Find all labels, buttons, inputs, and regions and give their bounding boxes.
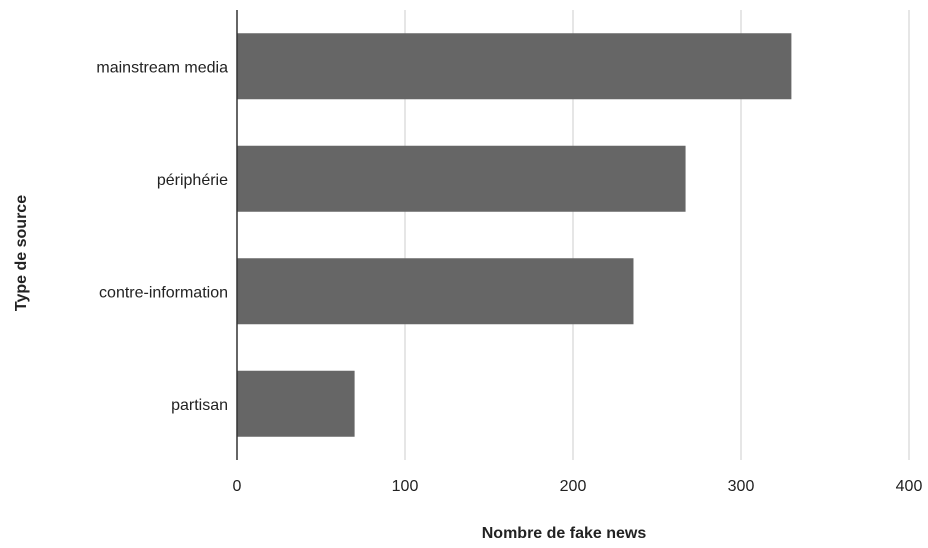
- category-label: périphérie: [157, 172, 228, 189]
- category-label: contre-information: [99, 284, 228, 301]
- bars: [237, 33, 792, 437]
- bar: [237, 258, 634, 325]
- x-tick-label: 100: [392, 478, 419, 495]
- bar: [237, 33, 792, 100]
- bar: [237, 145, 686, 212]
- bar: [237, 370, 355, 437]
- x-tick-label: 0: [233, 478, 242, 495]
- x-tick-label: 300: [728, 478, 755, 495]
- y-axis-title: Type de source: [13, 195, 30, 311]
- category-label: mainstream media: [96, 59, 228, 76]
- category-labels: mainstream media périphérie contre-informa…: [96, 59, 228, 414]
- x-axis-title: Nombre de fake news: [482, 525, 647, 542]
- x-tick-labels: 0 100 200 300 400: [233, 478, 923, 495]
- x-tick-label: 400: [896, 478, 923, 495]
- category-label: partisan: [171, 397, 228, 414]
- x-tick-label: 200: [560, 478, 587, 495]
